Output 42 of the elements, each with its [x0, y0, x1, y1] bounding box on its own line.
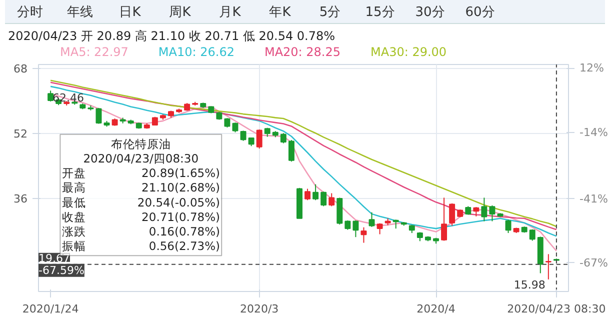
text: MA30: 29.00 — [370, 45, 447, 59]
x-tick-label: 2020/3 — [240, 302, 279, 316]
y2-tick-label: 12% — [580, 62, 604, 75]
candlestick — [256, 128, 262, 150]
x-tick-label: 2020/1/24 — [22, 302, 79, 316]
candlestick — [489, 204, 496, 222]
candlestick — [328, 192, 335, 207]
text: MA10: 26.62 — [158, 45, 234, 59]
candlestick — [481, 197, 488, 222]
y-tick-label: 68 — [14, 62, 28, 76]
candlestick — [352, 220, 359, 238]
y2-tick-label: -41% — [580, 192, 608, 206]
candlestick — [441, 197, 448, 242]
y-tick-label: 36 — [14, 192, 28, 206]
y2-tick-label: -67% — [580, 256, 608, 270]
candlestick — [449, 202, 456, 226]
candlestick — [473, 206, 480, 217]
text: MA20: 28.25 — [264, 45, 341, 59]
text: 布伦特原油 2020/04/23/四08:30 开盘 20.89(1.65%) 最高 21.10(2.68%) 最低 20.54(-0.05%) 收盘 20.71(0.78%) 涨跌 0.16(0.78%) 振幅 0.56(2.73%) — [62, 136, 220, 254]
text: 分时 年线 日K 周K 月K 年K 5分 15分 30分 60分 — [17, 5, 495, 20]
candlestick — [304, 188, 311, 201]
candlestick — [320, 191, 327, 207]
text: MA5: 22.97 — [60, 45, 128, 59]
candlestick — [288, 140, 294, 162]
text: 2020/04/23 开 20.89 高 21.10 收 20.71 低 20.54 0.78% — [8, 28, 336, 45]
annotation: 15.98 — [514, 278, 546, 292]
candlestick — [312, 184, 319, 201]
candlestick — [48, 90, 54, 102]
candlestick — [224, 118, 230, 128]
y2-tick-label: -14% — [580, 126, 608, 139]
candlestick — [96, 107, 102, 124]
ref-line-label: 19.67 -67.59% — [38, 252, 84, 277]
candlestick — [545, 254, 552, 280]
candlestick — [360, 226, 367, 244]
candlestick — [368, 212, 375, 228]
y-tick-label: 52 — [14, 128, 28, 141]
candlestick — [505, 219, 512, 234]
candlestick — [240, 130, 246, 142]
x-tick-label: 2020/4 — [416, 302, 456, 316]
candlestick — [280, 132, 286, 144]
x-tick-label: 2020/04/23 08:30 — [507, 302, 606, 316]
candlestick — [232, 122, 238, 133]
